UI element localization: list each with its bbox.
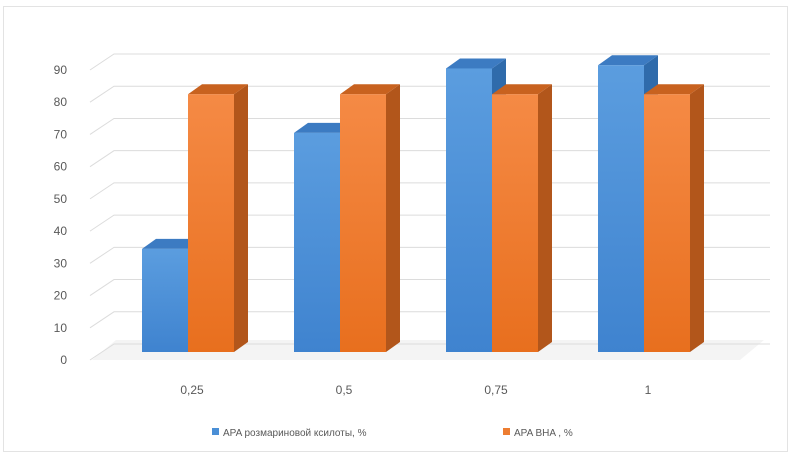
bar-top — [188, 84, 248, 95]
y-tick-label: 60 — [54, 160, 68, 174]
y-tick-label: 10 — [54, 321, 68, 335]
bars — [142, 55, 704, 352]
bar-front — [340, 94, 386, 352]
bar-bha-3 — [644, 84, 704, 352]
bar-top — [142, 238, 202, 249]
y-axis-tick-labels: 0 10 20 30 40 50 60 70 80 90 — [54, 63, 68, 367]
chart-frame — [3, 6, 788, 452]
bar-side — [538, 84, 552, 352]
bar-side — [690, 84, 704, 352]
bar-front — [294, 132, 340, 352]
chart-floor — [92, 340, 764, 360]
y-tick-label: 70 — [54, 127, 68, 141]
bar-top — [644, 84, 704, 95]
bar-bha-0 — [188, 84, 248, 352]
x-category-label: 0,5 — [336, 383, 353, 397]
bar-front — [644, 94, 690, 352]
x-category-label: 0,75 — [484, 383, 508, 397]
bar-top — [492, 84, 552, 95]
x-category-label: 1 — [645, 383, 652, 397]
bar-side — [386, 84, 400, 352]
x-category-label: 0,25 — [180, 383, 204, 397]
legend-label: APA розмариновой ксилоты, % — [223, 428, 367, 439]
y-tick-label: 90 — [54, 63, 68, 77]
bar-top — [294, 122, 354, 133]
bar-top — [598, 55, 658, 66]
bar-front — [446, 68, 492, 352]
y-tick-label: 50 — [54, 192, 68, 206]
bar-bha-2 — [492, 84, 552, 352]
bar-front — [142, 248, 188, 352]
y-tick-label: 80 — [54, 95, 68, 109]
y-tick-label: 30 — [54, 256, 68, 270]
bar-front — [598, 65, 644, 352]
legend-item-0: APA розмариновой ксилоты, % — [212, 428, 367, 439]
legend-swatch — [212, 428, 219, 435]
bar-front — [492, 94, 538, 352]
gridline — [89, 53, 770, 71]
y-tick-label: 40 — [54, 224, 68, 238]
bar-bha-1 — [340, 84, 400, 352]
bar-side — [234, 84, 248, 352]
y-tick-label: 20 — [54, 289, 68, 303]
bar-front — [188, 94, 234, 352]
x-axis-category-labels: 0,25 0,5 0,75 1 — [180, 383, 651, 397]
legend-item-1: APA BHA , % — [503, 428, 573, 439]
gridline — [89, 343, 770, 361]
y-tick-label: 0 — [60, 353, 67, 367]
bar-top — [340, 84, 400, 95]
legend: APA розмариновой ксилоты, % APA BHA , % — [212, 428, 573, 439]
legend-label: APA BHA , % — [514, 428, 573, 439]
chart-walls — [92, 340, 764, 360]
legend-swatch — [503, 428, 510, 435]
bar-top — [446, 58, 506, 69]
